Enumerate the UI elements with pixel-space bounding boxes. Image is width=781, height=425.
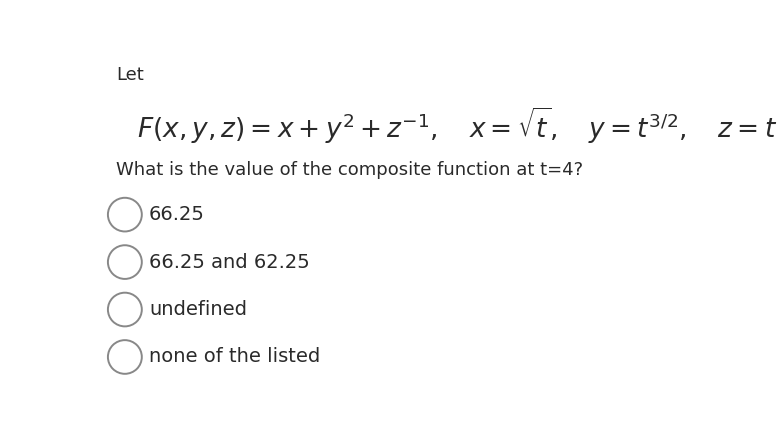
Text: What is the value of the composite function at t=4?: What is the value of the composite funct… [116, 161, 583, 178]
Text: Let: Let [116, 66, 144, 84]
Text: 66.25 and 62.25: 66.25 and 62.25 [149, 252, 310, 272]
Text: undefined: undefined [149, 300, 247, 319]
Text: $F(x, y, z) = x + y^2 + z^{-1}, \quad x = \sqrt{t}, \quad y = t^{3/2}, \quad z =: $F(x, y, z) = x + y^2 + z^{-1}, \quad x … [137, 105, 777, 146]
Text: 66.25: 66.25 [149, 205, 205, 224]
Text: none of the listed: none of the listed [149, 348, 320, 366]
